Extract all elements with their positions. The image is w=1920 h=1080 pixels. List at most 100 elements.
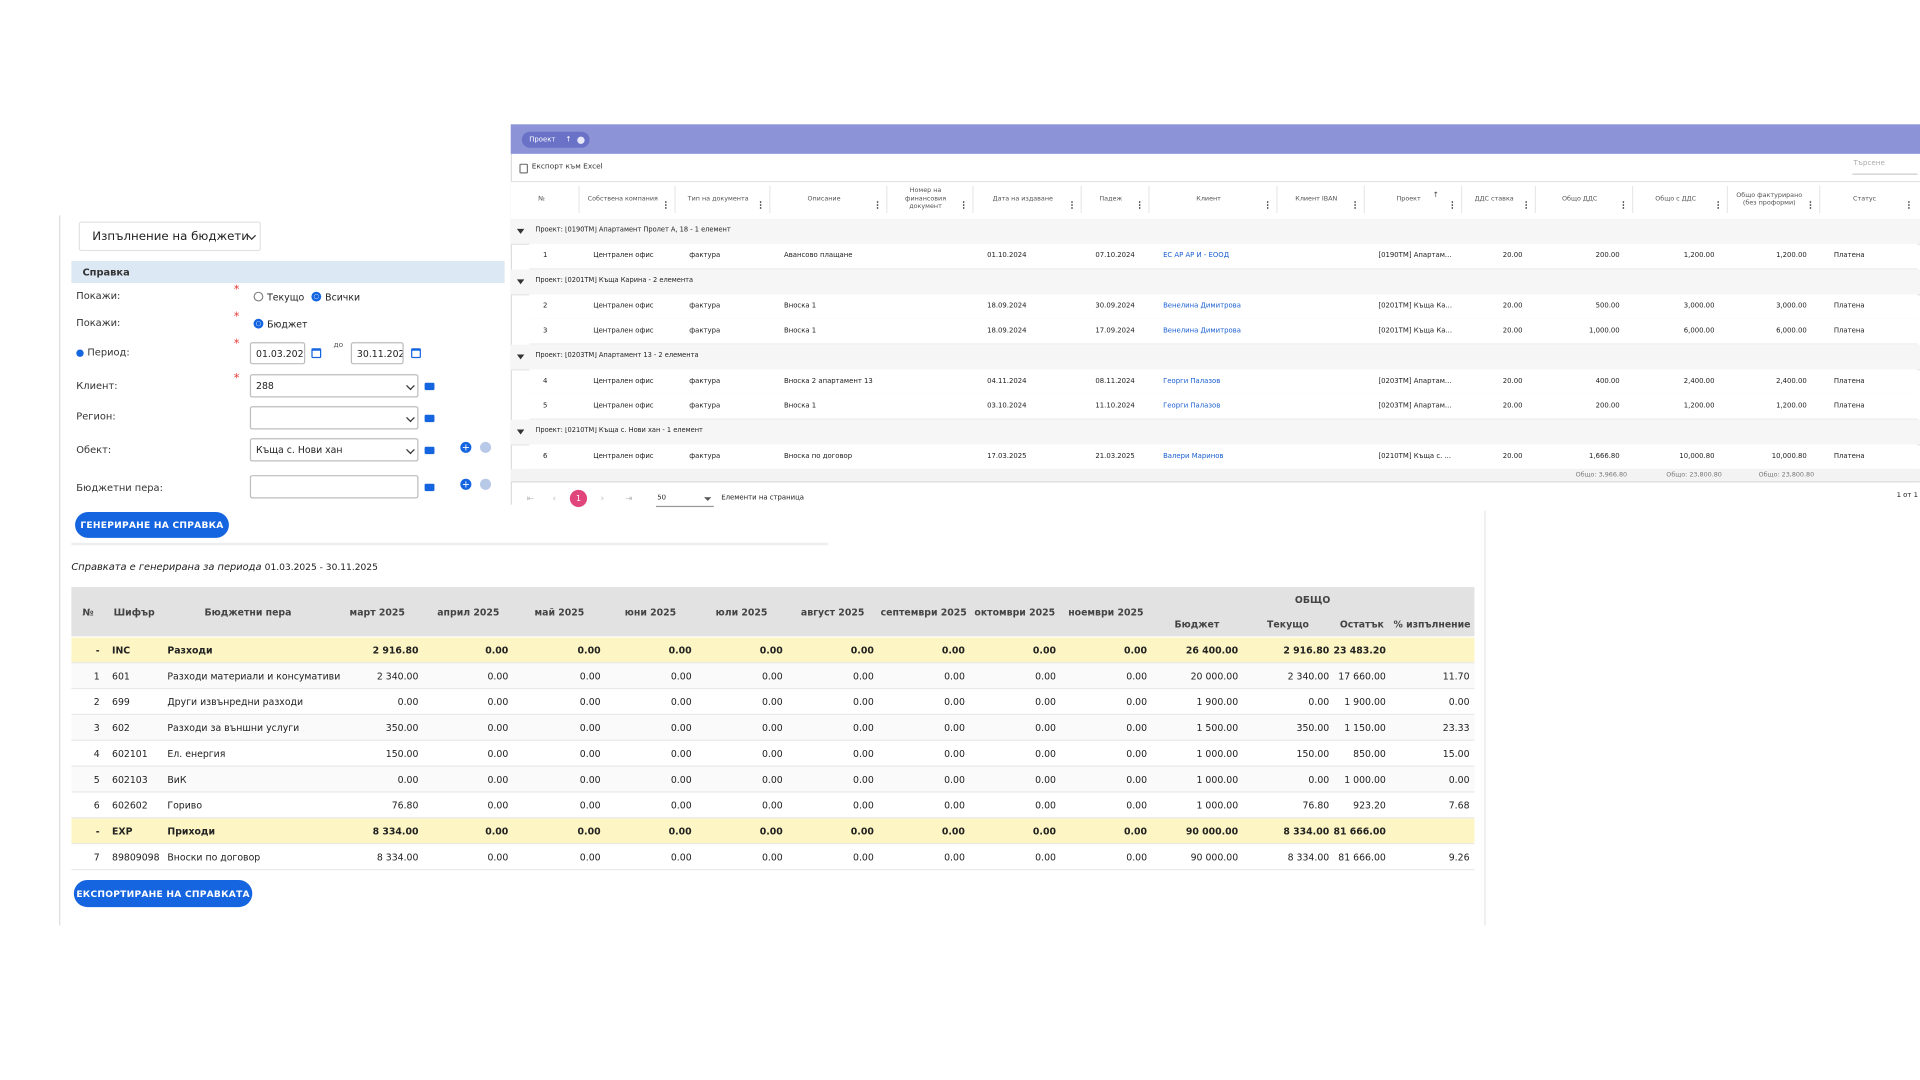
cell: 10,000.80 (1679, 452, 1715, 460)
cell: Платена (1833, 252, 1865, 260)
export-report-button[interactable]: ЕКСПОРТИРАНЕ НА СПРАВКАТА (73, 879, 253, 908)
column-header: ДДС ставка (1474, 195, 1514, 203)
pager-nav[interactable]: ⇤ (526, 493, 534, 504)
client-link[interactable]: Венелина Димитрова (1163, 327, 1241, 335)
cell: Централен офис (593, 327, 654, 335)
column-total: Общо: 23,800.80 (1758, 471, 1815, 479)
group-toggle[interactable] (516, 428, 525, 434)
chip-remove[interactable] (577, 135, 585, 144)
cell: 1,200.00 (1683, 402, 1715, 410)
cell: Централен офис (593, 402, 654, 410)
column-menu[interactable] (1524, 200, 1528, 210)
client-link[interactable]: Валери Маринов (1163, 452, 1224, 460)
report-cell: 0.00 (941, 825, 965, 837)
column-menu[interactable] (1907, 200, 1911, 210)
generate-button[interactable]: ГЕНЕРИРАНЕ НА СПРАВКА (75, 511, 229, 538)
clear-button[interactable] (424, 382, 435, 391)
search-input[interactable]: Търсене (1853, 159, 1885, 168)
column-menu[interactable] (1451, 200, 1454, 210)
page-selector[interactable]: Изпълнение на бюджети (78, 221, 261, 252)
field-label: Бюджетни пера: (76, 482, 163, 494)
client-link[interactable]: Венелина Димитрова (1163, 302, 1241, 310)
report-cell: 0.00 (944, 670, 965, 682)
page-size-caret (703, 497, 712, 501)
column-menu[interactable] (1266, 200, 1269, 210)
report-cell: 20 000.00 (1190, 670, 1239, 682)
report-cell: 0.00 (577, 825, 601, 837)
report-cell: EXP (111, 825, 133, 837)
cell: фактура (689, 327, 721, 335)
data-row[interactable] (529, 243, 1918, 270)
report-cell: 0.00 (853, 774, 874, 786)
add-button[interactable]: + (460, 441, 472, 453)
calendar-icon[interactable] (311, 348, 322, 359)
report-cell: 0.00 (487, 722, 509, 734)
report-cell: 5 (93, 774, 100, 786)
report-cell: 602 (111, 722, 130, 734)
group-toggle[interactable] (516, 228, 525, 234)
clear-button[interactable] (424, 483, 435, 492)
report-cell: Вноски по договор (167, 851, 261, 863)
date-input[interactable]: 01.03.2025 (249, 342, 306, 365)
column-menu[interactable] (1622, 200, 1625, 210)
report-cell: 0.00 (1126, 670, 1148, 682)
column-menu[interactable] (664, 200, 668, 210)
report-cell: 8 334.00 (1283, 825, 1330, 837)
report-cell: Разходи за външни услуги (167, 722, 300, 734)
report-column-header: август 2025 (800, 606, 865, 618)
clear-button[interactable] (424, 414, 435, 423)
cell: 500.00 (1595, 302, 1620, 310)
radio[interactable] (311, 291, 322, 302)
column-menu[interactable] (1070, 200, 1074, 210)
data-row[interactable] (529, 443, 1918, 470)
column-divider (1726, 185, 1728, 213)
clear-button[interactable] (424, 446, 435, 455)
add-button[interactable]: + (460, 478, 472, 490)
calendar-icon[interactable] (411, 348, 421, 359)
pager-nav[interactable]: ⇥ (625, 493, 633, 504)
column-menu[interactable] (962, 200, 965, 210)
report-cell: 0.00 (579, 722, 601, 734)
column-menu[interactable] (876, 200, 879, 210)
current-page[interactable]: 1 (569, 489, 588, 508)
cell: 17.03.2025 (987, 452, 1027, 460)
column-menu[interactable] (1353, 200, 1357, 210)
remove-button[interactable] (479, 478, 492, 490)
data-row[interactable] (529, 293, 1918, 320)
remove-button[interactable] (479, 441, 492, 453)
report-row (71, 766, 1475, 793)
report-column-header: май 2025 (534, 606, 585, 618)
pager-nav[interactable]: › (600, 493, 605, 504)
region-select[interactable] (249, 406, 419, 430)
radio[interactable] (253, 291, 264, 302)
group-toggle[interactable] (516, 353, 525, 359)
data-row[interactable] (529, 368, 1918, 395)
excel-icon[interactable] (519, 163, 528, 174)
column-header: Клиент IBAN (1295, 195, 1338, 203)
client-link[interactable]: Георги Палазов (1163, 377, 1221, 385)
export-excel[interactable]: Експорт към Excel (531, 162, 603, 172)
report-cell: Приходи (167, 825, 215, 837)
client-link[interactable]: ЕС АР АР И - ЕООД (1163, 252, 1230, 260)
column-menu[interactable] (1716, 200, 1720, 210)
group-chip[interactable]: Проект ↑ (521, 131, 590, 148)
report-cell: 0.00 (850, 825, 874, 837)
object-select[interactable]: Къща с. Нови хан (249, 438, 419, 462)
report-column-header: № (82, 606, 94, 618)
field-label: Период: (87, 347, 130, 359)
date-input[interactable]: 30.11.2025 (350, 342, 404, 365)
column-menu[interactable] (1809, 200, 1812, 210)
report-cell: 0.00 (397, 774, 419, 786)
client-select[interactable]: 288 (249, 374, 419, 398)
required: * (233, 284, 240, 297)
cell: Вноска 2 апартамент 13 (783, 377, 873, 385)
column-menu[interactable] (1138, 200, 1141, 210)
client-link[interactable]: Георги Палазов (1163, 402, 1221, 410)
section-title: Справка (82, 266, 130, 278)
column-menu[interactable] (759, 200, 762, 210)
pager-nav[interactable]: ‹ (552, 493, 557, 504)
budget-input[interactable] (249, 475, 419, 499)
page-size[interactable]: 50 (657, 494, 666, 503)
radio[interactable] (253, 318, 264, 329)
group-toggle[interactable] (516, 278, 525, 284)
